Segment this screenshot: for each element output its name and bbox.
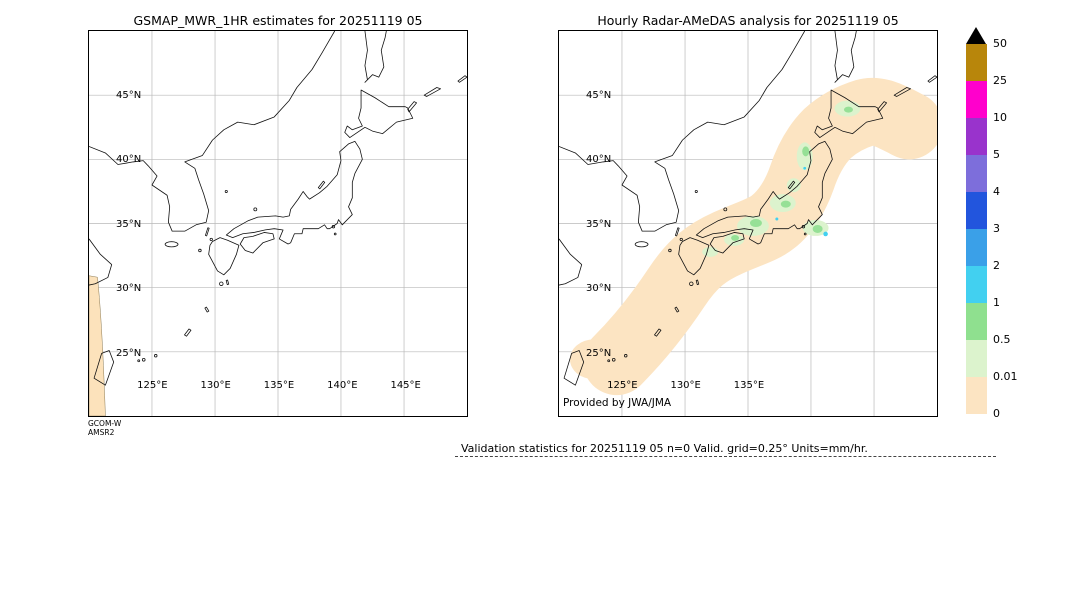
colorbar-tick-label: 10 — [993, 111, 1007, 124]
colorbar-segment — [966, 118, 987, 155]
lat-tick-label: 25°N — [586, 347, 612, 359]
precipitation-shading — [570, 101, 909, 380]
colorbar-tick-label: 0 — [993, 407, 1000, 420]
radar-map — [559, 31, 937, 416]
lat-tick-label: 25°N — [116, 347, 142, 359]
colorbar-tick-label: 1 — [993, 296, 1000, 309]
gsmap-map — [89, 31, 467, 416]
amsr2-swath-edge — [89, 275, 106, 416]
colorbar-bar — [966, 44, 987, 414]
colorbar-segment — [966, 266, 987, 303]
sensor-note-line1: GCOM-W — [88, 419, 122, 428]
lat-tick-label: 35°N — [586, 218, 612, 230]
lat-tick-label: 45°N — [116, 89, 142, 101]
colorbar-segment — [966, 377, 987, 414]
colorbar-tick-label: 3 — [993, 222, 1000, 235]
lon-tick-label: 140°E — [327, 380, 358, 391]
radar-credit-text: Provided by JWA/JMA — [563, 397, 672, 409]
colorbar-segment — [966, 192, 987, 229]
colorbar-tick-label: 5 — [993, 148, 1000, 161]
lon-tick-label: 130°E — [200, 380, 231, 391]
dashed-separator — [455, 456, 996, 457]
colorbar: 50 25 10 5 4 3 2 1 0.5 0.01 0 — [966, 27, 1046, 420]
lat-tick-label: 30°N — [116, 283, 142, 294]
radar-map-panel: Provided by JWA/JMA 45°N 40°N 35°N 30°N 25°N… — [558, 30, 938, 417]
colorbar-overflow-triangle — [966, 27, 986, 44]
colorbar-tick-label: 2 — [993, 259, 1000, 272]
lat-tick-label: 30°N — [586, 283, 612, 294]
colorbar-tick-label: 0.01 — [993, 370, 1018, 383]
colorbar-segment — [966, 229, 987, 266]
lat-tick-label: 45°N — [586, 89, 612, 101]
lon-tick-label: 135°E — [733, 380, 765, 391]
gsmap-map-panel: 45°N 40°N 35°N 30°N 25°N 125°E 130°E 135°E 140°E… — [88, 30, 468, 417]
colorbar-segment — [966, 303, 987, 340]
validation-stats-text: Validation statistics for 20251119 05 n=… — [461, 442, 868, 455]
colorbar-tick-label: 0.5 — [993, 333, 1011, 346]
lat-tick-label: 40°N — [116, 154, 142, 165]
lat-tick-label: 35°N — [116, 218, 142, 230]
lon-tick-label: 145°E — [390, 380, 421, 391]
colorbar-segment — [966, 44, 987, 81]
lon-tick-label: 125°E — [137, 380, 168, 391]
colorbar-tick-label: 50 — [993, 37, 1007, 50]
colorbar-tick-label: 4 — [993, 185, 1000, 198]
colorbar-segment — [966, 155, 987, 192]
gsmap-panel-title: GSMAP_MWR_1HR estimates for 20251119 05 — [133, 13, 423, 28]
lon-tick-label: 135°E — [263, 380, 295, 391]
sensor-note-line2: AMSR2 — [88, 428, 115, 437]
colorbar-segment — [966, 340, 987, 377]
colorbar-segment — [966, 81, 987, 118]
sensor-note: GCOM-W AMSR2 — [88, 419, 121, 437]
radar-panel-title: Hourly Radar-AMeDAS analysis for 2025111… — [597, 13, 899, 28]
colorbar-tick-label: 25 — [993, 74, 1007, 87]
lon-tick-label: 130°E — [670, 380, 701, 391]
lon-tick-label: 125°E — [607, 380, 638, 391]
lat-tick-label: 40°N — [586, 154, 612, 165]
